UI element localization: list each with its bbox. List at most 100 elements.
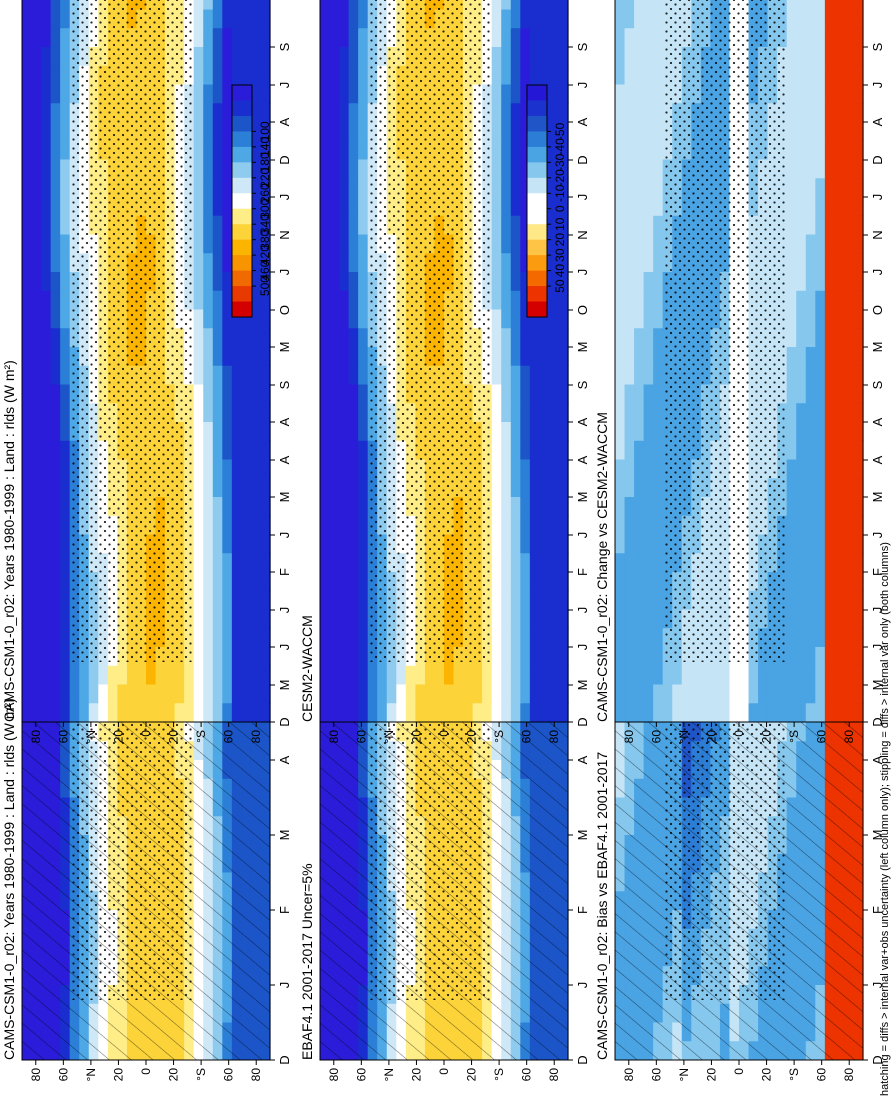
heatmap-cell — [174, 683, 185, 704]
heatmap-cell — [510, 440, 521, 460]
y-tick-label: °S — [492, 1068, 506, 1081]
heatmap-cell — [250, 0, 262, 10]
heatmap-cell — [463, 683, 474, 704]
x-tick-label: F — [277, 906, 292, 914]
heatmap-cell — [510, 308, 521, 329]
heatmap-cell — [358, 496, 369, 516]
heatmap-cell — [424, 665, 436, 685]
heatmap-cell — [222, 421, 233, 441]
heatmap-cell — [539, 421, 550, 441]
heatmap-cell — [529, 627, 540, 647]
heatmap-cell — [320, 252, 331, 272]
heatmap-cell — [501, 552, 512, 572]
heatmap-cell — [539, 627, 550, 647]
heatmap-cell — [510, 383, 521, 404]
heatmap-cell — [174, 665, 185, 685]
y-tick-label: 20 — [409, 1068, 423, 1082]
heatmap-cell — [358, 365, 369, 385]
heatmap-cell — [212, 177, 223, 197]
heatmap-cell — [491, 646, 502, 666]
heatmap-cell — [231, 440, 242, 460]
heatmap-cell — [250, 590, 262, 610]
heatmap-cell — [510, 533, 521, 554]
heatmap-cell — [222, 552, 233, 572]
heatmap-cell — [348, 702, 359, 722]
heatmap-cell — [165, 665, 176, 685]
heatmap-cell — [396, 683, 407, 704]
heatmap-cell — [31, 496, 42, 516]
heatmap-cell — [212, 365, 223, 385]
heatmap-cell — [539, 533, 550, 554]
heatmap-cell — [434, 702, 445, 722]
heatmap-cell — [212, 477, 223, 497]
heatmap-cell — [339, 346, 350, 366]
heatmap-cell — [31, 421, 42, 441]
heatmap-cell — [260, 627, 271, 647]
heatmap-cell — [415, 683, 426, 704]
heatmap-cell — [241, 702, 252, 722]
heatmap-cell — [510, 496, 521, 516]
heatmap-cell — [501, 421, 512, 441]
heatmap-cell — [348, 271, 359, 291]
heatmap-cell — [339, 458, 350, 479]
colorbar-swatch — [232, 192, 252, 209]
heatmap-cell — [558, 346, 569, 366]
heatmap-cell — [558, 496, 569, 516]
heatmap-cell — [520, 608, 531, 629]
heatmap-cell — [510, 290, 521, 310]
heatmap-cell — [491, 440, 502, 460]
heatmap-cell — [41, 571, 52, 591]
heatmap-cell — [231, 496, 242, 516]
heatmap-cell — [60, 477, 71, 497]
heatmap-cell — [222, 702, 233, 722]
heatmap-cell — [50, 196, 61, 216]
heatmap-cell — [50, 27, 61, 47]
heatmap-cell — [22, 383, 33, 404]
heatmap-cell — [31, 252, 42, 272]
heatmap-cell — [231, 27, 242, 47]
heatmap-cell — [358, 252, 369, 272]
heatmap-cell — [22, 233, 33, 254]
heatmap-cell — [501, 271, 512, 291]
heatmap-cell — [41, 421, 52, 441]
heatmap-cell — [358, 346, 369, 366]
heatmap-cell — [231, 683, 242, 704]
heatmap-cell — [339, 383, 350, 404]
heatmap-cell — [222, 0, 233, 10]
heatmap-cell — [50, 271, 61, 291]
y-tick-label: 60 — [56, 730, 70, 744]
heatmap-cell — [320, 608, 331, 629]
heatmap-cell — [203, 383, 214, 404]
heatmap-cell — [434, 665, 445, 685]
heatmap-cell — [60, 8, 71, 29]
heatmap-cell — [529, 702, 540, 722]
heatmap-cell — [348, 477, 359, 497]
heatmap-cell — [539, 646, 550, 666]
heatmap-cell — [348, 683, 359, 704]
heatmap-cell — [260, 665, 271, 685]
heatmap-cell — [501, 646, 512, 666]
x-tick-label: O — [277, 305, 292, 315]
y-tick-label: °S — [194, 730, 208, 743]
heatmap-cell — [329, 458, 340, 479]
heatmap-cell — [491, 515, 502, 535]
heatmap-cell — [548, 421, 560, 441]
heatmap-cell — [212, 196, 223, 216]
heatmap-cell — [358, 458, 369, 479]
heatmap-cell — [60, 46, 71, 66]
heatmap-cell — [320, 533, 331, 554]
heatmap-cell — [501, 627, 512, 647]
heatmap-cell — [491, 383, 502, 404]
x-tick-label: J — [575, 532, 590, 539]
heatmap-cell — [231, 552, 242, 572]
heatmap-cell — [22, 158, 33, 179]
heatmap-cell — [529, 477, 540, 497]
heatmap-cell — [50, 365, 61, 385]
heatmap-cell — [250, 402, 262, 422]
x-tick-label: D — [575, 1055, 590, 1064]
heatmap-cell — [69, 702, 80, 722]
heatmap-cell — [453, 665, 464, 685]
y-tick-label: 20 — [167, 1068, 181, 1082]
heatmap-cell — [529, 383, 540, 404]
heatmap-cell — [329, 402, 340, 422]
